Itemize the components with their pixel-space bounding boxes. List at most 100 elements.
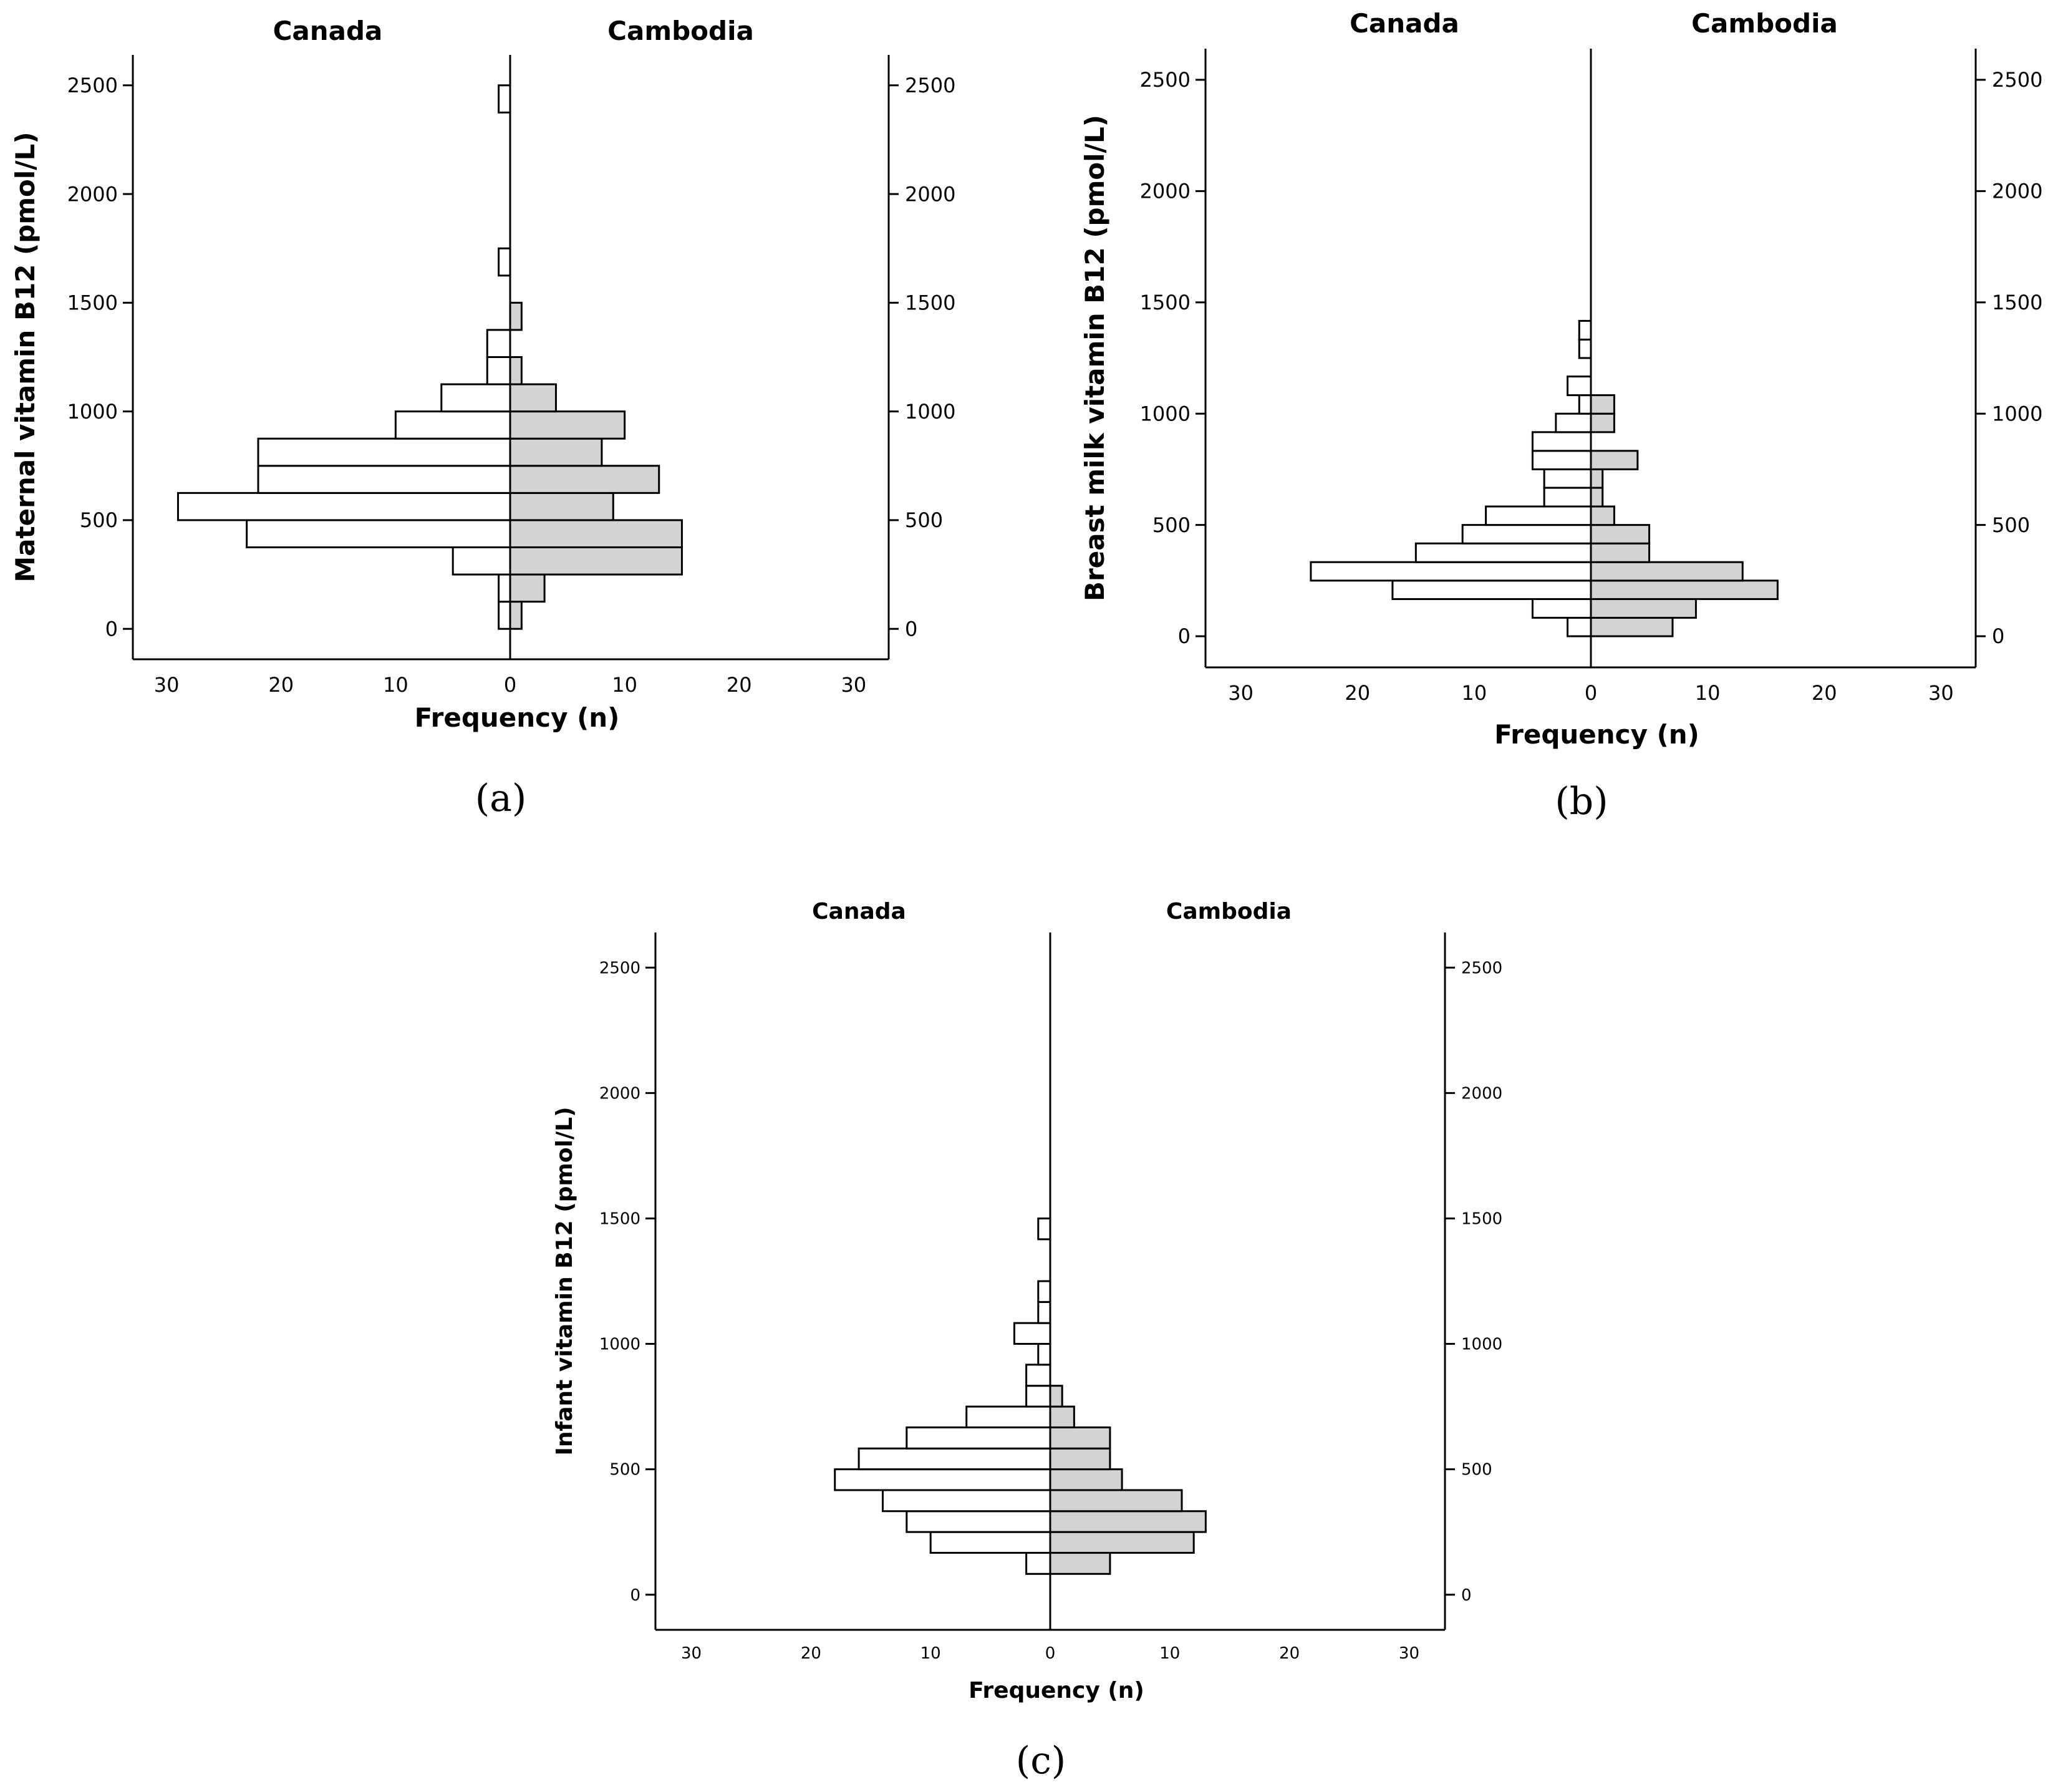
cambodia-bar [509,437,603,467]
cambodia-bar [509,301,523,331]
y-tick-label-left: 2500 [599,959,640,977]
canada-bar [1025,1363,1051,1387]
cambodia-bar [1049,1426,1111,1450]
panel-c: 0 0 500 500 1000 1000 1500 1500 2000 2000 2500 2500… [552,899,1502,1783]
canada-bar [1037,1343,1051,1366]
x-tick-label: 20 [268,673,294,697]
y-tick-label-left: 2500 [1140,68,1191,92]
y-tick-label-left: 1000 [67,400,118,424]
canada-bar [1531,598,1592,619]
x-tick-label: 20 [1345,681,1370,705]
y-tick-label-left: 0 [630,1586,640,1605]
x-tick-label: 20 [727,673,752,697]
x-axis-title: Frequency (n) [415,702,620,733]
cambodia-bar [509,356,523,385]
canada-bar [1578,319,1592,341]
y-tick-label-left: 2000 [67,182,118,206]
canada-bar [834,1468,1051,1491]
y-tick-label-left: 1500 [599,1210,640,1229]
canada-bar [257,437,511,467]
cambodia-bar [1049,1447,1111,1471]
y-tick-label-left: 1500 [1140,291,1191,314]
cambodia-bar [1049,1385,1063,1408]
x-tick-label: 0 [1585,681,1597,705]
y-tick-label-right: 2000 [1992,180,2042,203]
y-tick-label-right: 1000 [905,400,955,424]
y-tick-label-left: 500 [609,1461,640,1480]
cambodia-bar [509,573,546,603]
x-tick-label: 10 [383,673,408,697]
y-tick-label-left: 0 [1178,624,1191,648]
y-tick-label-left: 1000 [1140,402,1191,425]
canada-bar [1025,1385,1051,1408]
canada-bar [486,329,511,359]
x-tick-label: 30 [841,673,867,697]
y-tick-label-right: 1500 [1461,1210,1502,1229]
cambodia-bar [1049,1531,1195,1554]
canada-bar [1578,394,1592,415]
canada-bar [498,573,511,603]
y-tick-label-right: 2000 [1461,1084,1502,1103]
canada-bar [498,247,511,277]
y-tick-label-right: 1500 [1992,291,2042,314]
canada-bar [1543,468,1592,489]
cambodia-bar [1590,561,1744,582]
canada-bar [929,1531,1051,1554]
cambodia-bar [509,601,523,630]
y-tick-label-left: 500 [1152,513,1191,537]
cambodia-bar [1590,487,1604,508]
canada-bar [1543,487,1592,508]
cambodia-bar [1590,394,1615,415]
y-tick-label-right: 0 [1461,1586,1472,1605]
x-tick-label: 10 [1159,1644,1180,1663]
x-tick-label: 20 [1279,1644,1300,1663]
y-tick-label-left: 0 [105,617,118,641]
x-tick-label: 10 [1462,681,1487,705]
canada-bar [486,356,511,385]
canada-bar [1578,338,1592,359]
group-label-cambodia: Cambodia [607,16,754,46]
group-label-canada: Canada [812,899,906,924]
canada-bar [1414,542,1592,563]
y-axis-title: Breast milk vitamin B12 (pmol/L) [1080,115,1110,601]
y-tick-label-right: 2500 [1992,68,2042,92]
canada-bar [1391,579,1592,600]
canada-bar [176,492,511,521]
cambodia-bar [1590,579,1779,600]
canada-bar [246,519,511,548]
x-axis-title: Frequency (n) [969,1678,1144,1703]
group-label-canada: Canada [273,16,383,46]
canada-bar [1037,1300,1051,1324]
y-tick-label-right: 2500 [1461,959,1502,977]
group-label-cambodia: Cambodia [1691,8,1838,39]
y-tick-label-left: 2500 [67,74,118,97]
canada-bar [452,546,511,576]
cambodia-bar [1049,1510,1207,1533]
y-tick-label-left: 1500 [67,291,118,315]
y-tick-label-left: 2000 [1140,180,1191,203]
x-tick-label: 30 [1399,1644,1419,1663]
cambodia-bar [509,383,557,413]
y-tick-label-left: 2000 [599,1084,640,1103]
y-tick-label-right: 500 [1992,513,2030,537]
cambodia-bar [1590,450,1639,470]
cambodia-bar [1049,1489,1183,1513]
cambodia-bar [1049,1405,1075,1428]
x-tick-label: 10 [612,673,637,697]
y-tick-label-right: 500 [1461,1461,1492,1480]
y-axis-title: Infant vitamin B12 (pmol/L) [552,1107,577,1455]
cambodia-bar [509,465,660,494]
canada-bar [1567,616,1592,637]
canada-bar [1485,505,1592,526]
canada-bar [1037,1217,1051,1241]
cambodia-bar [509,519,683,548]
panel-b: 0 0 500 500 1000 1000 1500 1500 2000 2000 2500 2500… [1080,8,2042,823]
x-tick-label: 10 [1695,681,1721,705]
cambodia-bar [509,492,614,521]
panel-caption: (a) [475,777,527,820]
x-tick-label: 30 [154,673,180,697]
cambodia-bar [509,410,626,440]
cambodia-bar [1590,598,1697,619]
y-tick-label-right: 1500 [905,291,955,315]
canada-bar [906,1510,1051,1533]
